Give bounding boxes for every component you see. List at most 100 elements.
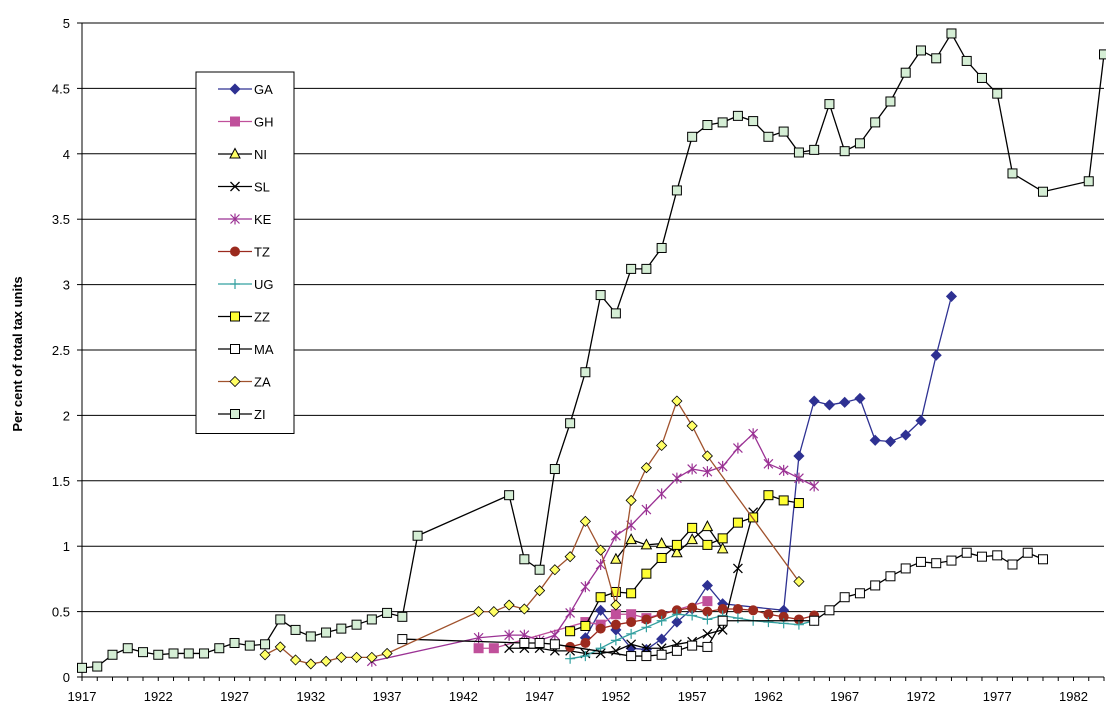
marker-zi [641, 263, 652, 274]
legend-item-ke: KE [218, 212, 272, 227]
marker-zi [183, 648, 194, 659]
marker-ga [701, 579, 713, 592]
y-tick-label: 3 [63, 278, 70, 293]
marker-zi [290, 624, 301, 635]
marker-zi [382, 607, 393, 618]
marker-ug [732, 613, 743, 624]
marker-ug [702, 614, 713, 625]
marker-ke [763, 458, 774, 470]
y-tick-label: 4.5 [52, 81, 70, 96]
marker-ma [961, 547, 972, 558]
marker-ke [778, 464, 789, 476]
series-zi [77, 28, 1106, 673]
x-tick-label: 1977 [983, 689, 1012, 704]
marker-ga [823, 399, 835, 411]
marker-ma [641, 651, 652, 662]
y-tick-label: 2 [63, 408, 70, 423]
marker-zz [732, 517, 743, 528]
marker-zz [763, 490, 774, 501]
marker-tz [595, 623, 606, 634]
marker-zi [702, 120, 713, 131]
marker-ke [504, 629, 515, 641]
marker-ug [671, 609, 682, 620]
marker-za [534, 585, 546, 597]
marker-zi [885, 96, 896, 107]
legend-label: KE [254, 212, 272, 227]
marker-za [366, 651, 378, 663]
marker-ma [1007, 559, 1018, 570]
series-group [77, 28, 1106, 673]
marker-zi [107, 649, 118, 660]
y-tick-label: 4 [63, 147, 70, 162]
legend-label: NI [254, 147, 267, 162]
marker-gh [473, 643, 484, 654]
marker-sl [702, 628, 713, 639]
y-axis-label: Per cent of total tax units [10, 276, 25, 431]
marker-ga [900, 429, 912, 441]
y-tick-label: 2.5 [52, 343, 70, 358]
marker-zi [687, 131, 698, 142]
marker-ke [565, 607, 576, 619]
marker-zz [793, 498, 804, 509]
legend-item-ma: MA [218, 342, 274, 357]
marker-ug [778, 618, 789, 629]
marker-zz [595, 592, 606, 603]
marker-za [259, 649, 271, 661]
marker-ga [930, 349, 942, 361]
marker-zi [854, 138, 865, 149]
legend-item-za: ZA [218, 375, 271, 390]
marker-ni-legend [229, 147, 241, 159]
x-tick-label: 1937 [373, 689, 402, 704]
marker-ga [808, 395, 820, 407]
marker-za [656, 439, 668, 452]
marker-zz [656, 552, 667, 563]
x-tick-label: 1922 [144, 689, 173, 704]
marker-ma [397, 634, 408, 645]
marker-zz [610, 586, 621, 597]
marker-zz [565, 626, 576, 637]
marker-zi [1099, 49, 1106, 60]
marker-ug [641, 622, 652, 633]
marker-ke [641, 504, 652, 516]
marker-ug [610, 635, 621, 646]
marker-zi [824, 99, 835, 110]
marker-zi [992, 88, 1003, 99]
marker-gh-legend [230, 116, 240, 127]
marker-ni [671, 546, 683, 558]
legend-label: ZA [254, 375, 271, 390]
marker-za [640, 462, 652, 474]
marker-ga [869, 434, 881, 446]
marker-za [595, 544, 607, 556]
legend-item-gh: GH [218, 115, 274, 130]
marker-zi [946, 28, 957, 39]
legend-label: GH [254, 115, 274, 130]
marker-zi [549, 464, 560, 475]
marker-ke [717, 460, 728, 472]
marker-zz [626, 588, 637, 599]
marker-za [701, 450, 713, 462]
marker-ma [626, 651, 637, 662]
x-tick-label: 1957 [678, 689, 707, 704]
marker-ga [793, 450, 805, 462]
legend: GA GH NI SL KE TZ UG ZZ MA ZA ZI [195, 71, 295, 434]
marker-za [564, 551, 576, 563]
marker-ni [625, 533, 637, 545]
marker-za [518, 603, 530, 615]
marker-zi [1037, 186, 1048, 197]
marker-ma [946, 555, 957, 566]
marker-tz [748, 605, 759, 616]
legend-label: SL [254, 180, 270, 195]
marker-ke [610, 530, 621, 542]
series-zz [565, 490, 804, 637]
marker-zi [595, 290, 606, 301]
marker-zi [214, 643, 225, 654]
marker-za [473, 606, 485, 618]
marker-zi [275, 614, 286, 625]
marker-za [579, 515, 591, 527]
marker-za [320, 655, 332, 667]
x-tick-label: 1962 [754, 689, 783, 704]
marker-zi [778, 126, 789, 137]
marker-zi [671, 185, 682, 196]
marker-ga [915, 415, 927, 427]
